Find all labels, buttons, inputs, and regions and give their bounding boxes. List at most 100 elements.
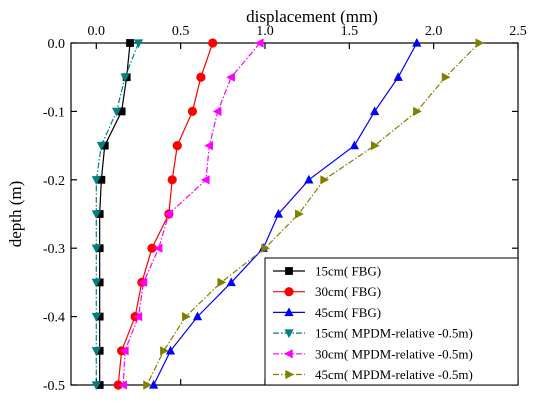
y-tick-label: 0.0 — [48, 37, 66, 52]
data-point — [393, 72, 403, 81]
legend-box — [264, 257, 519, 386]
data-point — [163, 209, 173, 219]
data-point — [172, 141, 182, 151]
x-axis-title: displacement (mm) — [246, 7, 378, 26]
data-point — [113, 380, 123, 390]
y-axis-title: depth (m) — [6, 181, 25, 248]
data-point — [475, 38, 485, 48]
data-point — [97, 175, 106, 184]
legend-item: 15cm( FBG) — [273, 264, 381, 279]
data-point — [117, 107, 126, 116]
data-point — [217, 277, 227, 287]
legend-label: 45cm( FBG) — [315, 305, 381, 320]
x-tick-label: 0.0 — [88, 24, 106, 39]
data-point — [95, 210, 104, 218]
y-tick-label: -0.2 — [43, 174, 65, 189]
y-tick-label: -0.4 — [43, 311, 65, 326]
data-point — [273, 208, 284, 218]
data-point — [284, 307, 294, 317]
data-point — [95, 278, 104, 287]
series-3 — [149, 37, 422, 389]
data-point — [370, 141, 380, 151]
legend-item: 30cm( FBG) — [273, 284, 381, 299]
data-point — [95, 312, 104, 321]
data-point — [160, 346, 169, 356]
data-point — [226, 277, 236, 287]
y-tick-label: -0.5 — [43, 379, 65, 394]
data-point — [111, 107, 122, 117]
data-point — [167, 175, 177, 185]
legend-label: 30cm( FBG) — [315, 284, 381, 299]
data-point — [187, 106, 198, 116]
data-point — [295, 209, 304, 219]
data-point — [91, 312, 101, 322]
data-point — [91, 176, 101, 185]
data-point — [100, 141, 109, 150]
data-point — [226, 72, 235, 82]
legend: 15cm( FBG) 30cm( FBG) 45cm( FBG) 15cm( MPDM… — [264, 257, 519, 386]
legend-label: 15cm( MPDM-relative -0.5m) — [315, 326, 473, 341]
data-point — [204, 141, 213, 151]
series-6 — [143, 38, 485, 390]
data-point — [138, 277, 148, 287]
data-point — [182, 312, 191, 322]
data-point — [143, 380, 152, 390]
legend-item: 45cm( MPDM-relative -0.5m) — [273, 367, 473, 382]
data-point — [133, 312, 143, 322]
data-point — [147, 243, 157, 253]
legend-item: 30cm( MPDM-relative -0.5m) — [273, 346, 473, 361]
series-5 — [118, 38, 264, 390]
series-1 — [95, 39, 134, 389]
data-point — [284, 287, 294, 297]
legend-label: 15cm( FBG) — [315, 264, 381, 279]
data-point — [153, 243, 163, 253]
data-point — [196, 72, 206, 82]
y-tick-label: -0.3 — [43, 242, 65, 257]
legend-label: 45cm( MPDM-relative -0.5m) — [315, 367, 473, 382]
data-point — [120, 73, 130, 83]
data-point — [126, 39, 134, 47]
data-point — [261, 243, 271, 253]
legend-item: 45cm( FBG) — [273, 305, 381, 320]
data-point — [285, 267, 293, 275]
data-point — [208, 38, 218, 48]
data-point — [200, 175, 210, 185]
data-point — [91, 210, 101, 220]
data-point — [441, 72, 451, 82]
data-point — [320, 175, 330, 185]
data-point — [349, 140, 359, 150]
series-line — [99, 42, 131, 385]
x-tick-label: 1.0 — [256, 24, 274, 39]
data-point — [118, 380, 127, 390]
data-point — [192, 311, 203, 321]
data-point — [96, 141, 106, 151]
data-point — [370, 106, 380, 116]
data-point — [283, 349, 293, 359]
data-point — [165, 345, 176, 355]
data-point — [304, 174, 314, 184]
data-point — [149, 379, 159, 389]
data-point — [133, 39, 144, 49]
data-point — [413, 106, 422, 116]
data-point — [212, 106, 222, 116]
x-tick-label: 2.0 — [425, 24, 443, 39]
data-point — [412, 37, 422, 47]
series-line — [122, 42, 261, 386]
series-layer — [91, 37, 485, 391]
series-4 — [91, 39, 144, 391]
x-tick-label: 1.5 — [341, 24, 359, 39]
data-point — [91, 347, 101, 356]
legend-item: 15cm( MPDM-relative -0.5m) — [273, 326, 473, 341]
data-point — [284, 329, 294, 339]
data-point — [91, 381, 101, 391]
data-point — [91, 278, 101, 288]
legend-label: 30cm( MPDM-relative -0.5m) — [315, 346, 473, 361]
data-point — [285, 369, 295, 380]
data-point — [254, 38, 264, 48]
data-point — [95, 346, 104, 355]
data-point — [119, 346, 129, 356]
y-tick-label: -0.1 — [43, 105, 65, 120]
x-tick-label: 0.5 — [172, 24, 190, 39]
data-point — [91, 244, 101, 254]
